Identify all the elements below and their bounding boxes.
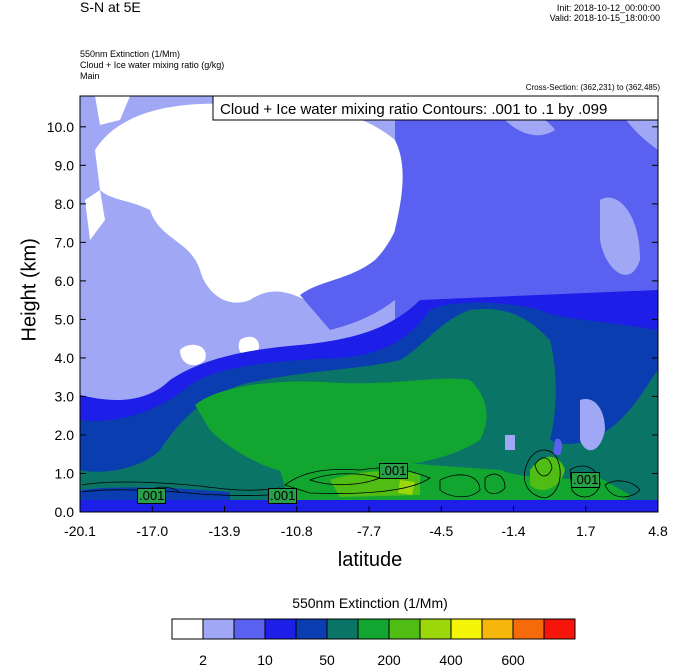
x-tick-label: 4.8 [648, 523, 668, 539]
y-tick-label: 2.0 [55, 427, 75, 443]
colorbar-title: 550nm Extinction (1/Mm) [292, 595, 448, 611]
contour-label: .001 [571, 472, 601, 488]
y-tick-label: 8.0 [55, 196, 75, 212]
cross-section-label: Cross-Section: (362,231) to (362,485) [525, 83, 660, 92]
y-tick-label: 0.0 [55, 504, 75, 520]
colorbar-swatch [543, 618, 576, 640]
y-axis: 0.0 1.0 2.0 3.0 4.0 5.0 6.0 7.0 8.0 9.0 10.0 [47, 119, 658, 520]
y-tick-label: 4.0 [55, 350, 75, 366]
contour-title: Cloud + Ice water mixing ratio Contours:… [220, 101, 607, 118]
domain-label: Main [80, 71, 100, 81]
colorbar-label: 400 [439, 652, 463, 667]
colorbar-swatch [357, 618, 390, 640]
y-tick-label: 6.0 [55, 273, 75, 289]
x-tick-label: -1.4 [501, 523, 525, 539]
valid-time: Valid: 2018-10-15_18:00:00 [549, 13, 660, 23]
field-2-label: Cloud + Ice water mixing ratio (g/kg) [80, 60, 225, 70]
colorbar-swatch [326, 618, 359, 640]
x-tick-label: -13.9 [209, 523, 241, 539]
colorbar-label: 50 [319, 652, 335, 667]
x-tick-label: -10.8 [281, 523, 313, 539]
contour-label: .001 [268, 488, 298, 504]
colorbar-label: 200 [377, 652, 401, 667]
level-50-region-upper [399, 96, 658, 300]
colorbar-swatch [264, 618, 297, 640]
colorbar-swatch [450, 618, 483, 640]
colorbar-swatch [512, 618, 545, 640]
level-2-region [95, 103, 403, 310]
x-tick-label: -7.7 [357, 523, 381, 539]
y-tick-label: 3.0 [55, 388, 75, 404]
field-1-label: 550nm Extinction (1/Mm) [80, 49, 181, 59]
contour-label: .001 [379, 463, 409, 479]
x-axis: -20.1 -17.0 -13.9 -10.8 -7.7 -4.5 -1.4 1.7 4.8 [64, 506, 668, 539]
init-time: Init: 2018-10-12_00:00:00 [556, 3, 660, 13]
y-tick-label: 9.0 [55, 157, 75, 173]
colorbar-label: 2 [199, 652, 207, 667]
x-tick-label: -4.5 [429, 523, 453, 539]
colorbar-label: 10 [257, 652, 273, 667]
y-tick-label: 10.0 [47, 119, 74, 135]
colorbar-swatch [171, 618, 204, 640]
x-tick-label: -17.0 [136, 523, 168, 539]
colorbar-swatch [202, 618, 235, 640]
green-region-main [195, 378, 487, 475]
y-tick-label: 5.0 [55, 311, 75, 327]
colorbar-swatch [388, 618, 421, 640]
colorbar-label: 600 [501, 652, 525, 667]
y-tick-label: 7.0 [55, 234, 75, 250]
x-tick-label: -20.1 [64, 523, 96, 539]
y-tick-label: 1.0 [55, 465, 75, 481]
colorbar-swatch [233, 618, 266, 640]
colorbar: 2 10 50 200 400 600 [171, 618, 576, 667]
contour-label: .001 [137, 488, 167, 504]
y-axis-label: Height (km) [18, 238, 41, 342]
contour-title-box [212, 95, 659, 121]
x-axis-label: latitude [337, 549, 403, 571]
extinction-field [80, 96, 658, 512]
colorbar-swatch [295, 618, 328, 640]
colorbar-swatch [481, 618, 514, 640]
x-tick-label: 1.7 [576, 523, 596, 539]
colorbar-swatch [419, 618, 452, 640]
cloud-water-contours [81, 449, 641, 499]
chart-title: S-N at 5E [80, 0, 141, 15]
